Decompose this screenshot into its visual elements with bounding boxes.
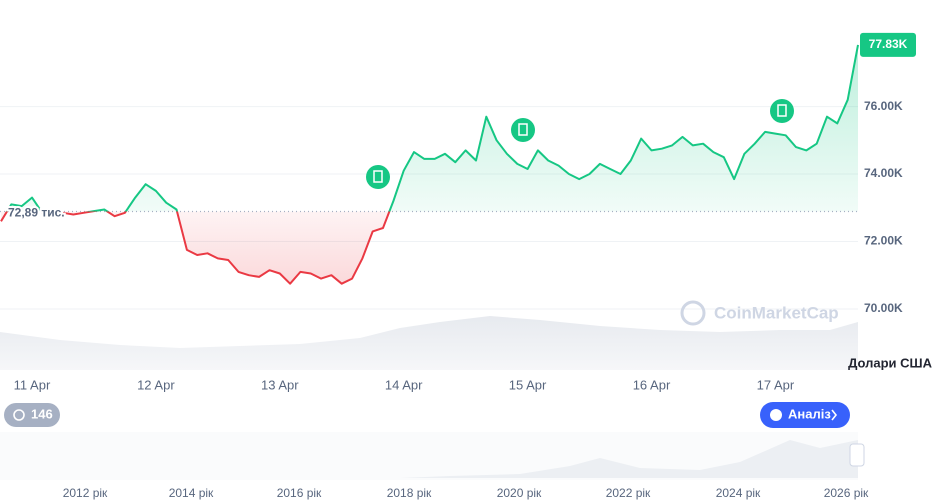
news-icon — [511, 118, 535, 142]
x-tick-label: 12 Apr — [137, 377, 175, 392]
watermark-text: CoinMarketCap — [714, 303, 839, 322]
news-icon-doc — [518, 123, 528, 136]
navigator-label: 2022 рік — [606, 486, 651, 500]
history-badge[interactable]: 146 — [4, 403, 60, 427]
navigator-label: 2012 рік — [63, 486, 108, 500]
watermark: CoinMarketCap — [680, 300, 839, 326]
news-icon — [770, 99, 794, 123]
area — [1, 44, 858, 284]
x-tick-label: 14 Apr — [385, 377, 423, 392]
navigator-label: 2014 рік — [169, 486, 214, 500]
x-tick-label: 11 Apr — [14, 377, 51, 392]
navigator-area — [0, 440, 858, 478]
volume-area — [0, 316, 858, 370]
navigator-label: 2026 рік — [824, 486, 869, 500]
history-count: 146 — [31, 406, 53, 421]
x-tick-label: 17 Apr — [757, 377, 795, 392]
navigator-label: 2018 рік — [387, 486, 432, 500]
y-tick-label: 76.00K — [864, 99, 903, 113]
navigator-label: 2024 рік — [716, 486, 761, 500]
navigator-label: 2020 рік — [497, 486, 542, 500]
y-tick-label: 72.00K — [864, 234, 903, 248]
price-label: 77.83K — [869, 37, 908, 51]
baseline-label: 72,89 тис. — [8, 206, 65, 220]
navigator-label: 2016 рік — [277, 486, 322, 500]
x-tick-label: 13 Apr — [261, 377, 299, 392]
news-icon-doc — [373, 170, 383, 183]
y-axis-label: Долари США — [848, 355, 933, 370]
news-icon-circle — [511, 118, 535, 142]
news-icon — [366, 165, 390, 189]
news-icon-circle — [770, 99, 794, 123]
navigator-handle[interactable] — [849, 443, 865, 467]
x-tick-label: 16 Apr — [633, 377, 671, 392]
news-icon-circle — [366, 165, 390, 189]
price-label-box — [860, 32, 916, 57]
news-icon-doc — [777, 104, 787, 117]
x-tick-label: 15 Apr — [509, 377, 547, 392]
y-tick-label: 74.00K — [864, 166, 903, 180]
analysis-button[interactable]: Аналіз — [760, 402, 850, 428]
analysis-text: Аналіз — [788, 406, 831, 421]
price-line — [0, 44, 859, 285]
y-tick-label: 70.00K — [864, 301, 903, 315]
